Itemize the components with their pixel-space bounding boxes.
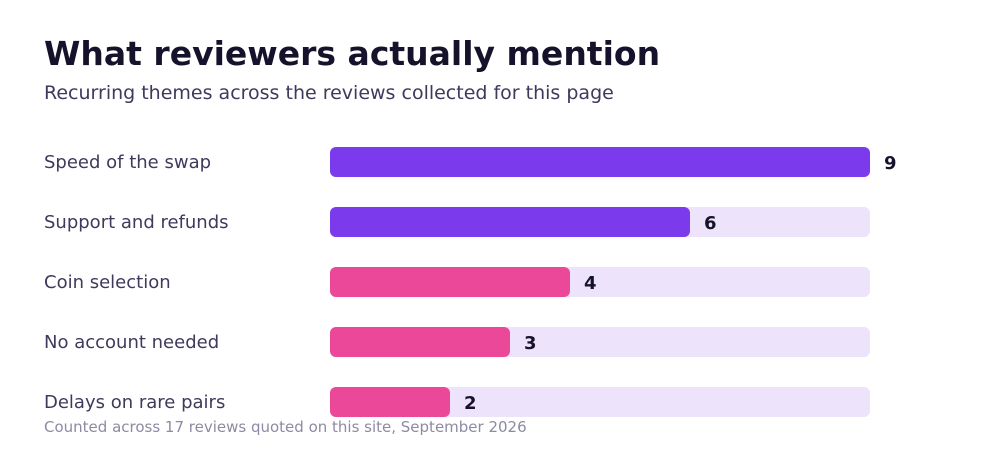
chart-title: What reviewers actually mention [44, 34, 661, 73]
value-label: 6 [704, 213, 717, 234]
category-label: Delays on rare pairs [44, 392, 225, 413]
bar [330, 267, 570, 297]
bar-track [330, 387, 870, 417]
category-label: Support and refunds [44, 212, 229, 233]
chart-subtitle: Recurring themes across the reviews coll… [44, 82, 614, 104]
value-label: 2 [464, 393, 477, 414]
chart-footnote: Counted across 17 reviews quoted on this… [44, 418, 527, 436]
category-label: Speed of the swap [44, 152, 211, 173]
bar [330, 147, 870, 177]
category-label: No account needed [44, 332, 219, 353]
value-label: 4 [584, 273, 597, 294]
bar [330, 207, 690, 237]
category-label: Coin selection [44, 272, 171, 293]
bar [330, 327, 510, 357]
value-label: 3 [524, 333, 537, 354]
value-label: 9 [884, 153, 897, 174]
bar [330, 387, 450, 417]
